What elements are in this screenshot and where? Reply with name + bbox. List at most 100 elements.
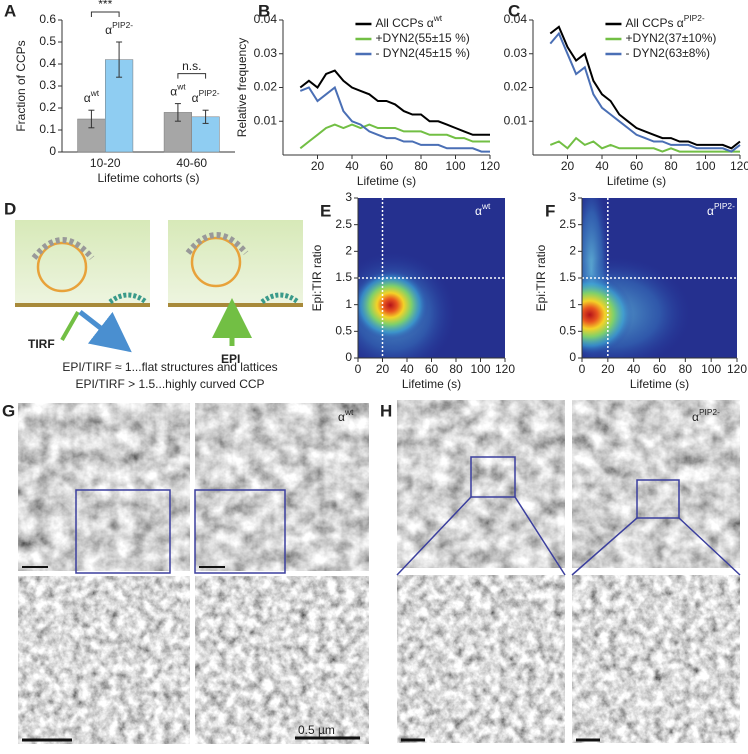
panel-letter: A bbox=[4, 1, 16, 20]
series-label-sup: PIP2- bbox=[112, 20, 133, 30]
y-tick-label: 1.5 bbox=[335, 270, 352, 284]
y-tick-label: 0.6 bbox=[39, 12, 56, 26]
heatmap-label: αPIP2- bbox=[707, 201, 735, 218]
series-label-text: α bbox=[170, 85, 177, 99]
legend-label-sup: wt bbox=[433, 13, 443, 23]
series-label-text: α bbox=[84, 91, 91, 105]
vesicle bbox=[36, 241, 88, 293]
heatmap-label: αwt bbox=[475, 201, 491, 218]
x-tick-label: 60 bbox=[425, 362, 439, 376]
y-tick-label: 0.3 bbox=[39, 78, 56, 92]
x-axis-label: Lifetime (s) bbox=[607, 174, 666, 188]
x-tick-label: 60 bbox=[630, 159, 644, 173]
density bbox=[358, 270, 429, 341]
error-bar bbox=[174, 103, 181, 122]
zoom-box bbox=[470, 456, 516, 498]
diagram-box bbox=[168, 220, 303, 305]
vesicle bbox=[190, 236, 242, 288]
x-tick-label: 0 bbox=[579, 362, 586, 376]
density bbox=[582, 274, 634, 355]
legend-label: - DYN2(45±15 %) bbox=[375, 46, 470, 60]
zoom-box bbox=[636, 479, 680, 519]
zoom-line bbox=[396, 496, 472, 576]
x-tick-label: 40 bbox=[400, 362, 414, 376]
line bbox=[549, 136, 740, 153]
series-label: αPIP2- bbox=[192, 88, 220, 105]
micrograph bbox=[195, 403, 369, 571]
diagram-note: EPI/TIRF ≈ 1...flat structures and latti… bbox=[62, 360, 277, 374]
y-tick-label: 0.02 bbox=[504, 80, 528, 94]
y-tick-label: 0.02 bbox=[254, 80, 278, 94]
y-tick-label: 0.04 bbox=[504, 12, 528, 26]
series-label-sup: wt bbox=[90, 88, 100, 98]
significance-label: n.s. bbox=[182, 59, 201, 73]
y-tick-label: 0.4 bbox=[39, 56, 56, 70]
y-tick-label: 0.1 bbox=[39, 122, 56, 136]
series-label-text: α bbox=[192, 91, 199, 105]
panel-letter: F bbox=[545, 201, 555, 220]
series-label: αwt bbox=[84, 88, 100, 105]
y-tick-label: 0 bbox=[345, 350, 352, 364]
legend-label-text: +DYN2(37±10%) bbox=[625, 31, 716, 45]
y-tick-label: 0.5 bbox=[335, 324, 352, 338]
legend-label-text: +DYN2(55±15 %) bbox=[375, 31, 469, 45]
y-tick-label: 1 bbox=[569, 297, 576, 311]
series-label-text: α bbox=[105, 23, 112, 37]
x-tick-label: 120 bbox=[727, 362, 747, 376]
y-tick-label: 1 bbox=[345, 297, 352, 311]
y-axis-label: Relative frequency bbox=[235, 38, 249, 137]
micrograph-label: αwt bbox=[338, 407, 354, 424]
x-tick-label: 20 bbox=[561, 159, 575, 173]
legend-label-text: All CCPs α bbox=[375, 16, 433, 30]
x-tick-label: 80 bbox=[664, 159, 678, 173]
x-tick-label: 120 bbox=[480, 159, 500, 173]
line bbox=[299, 85, 490, 153]
panel-letter: B bbox=[258, 1, 270, 20]
x-tick-label: 120 bbox=[495, 362, 515, 376]
significance-bracket bbox=[90, 11, 120, 17]
legend-label-sup: PIP2- bbox=[684, 13, 705, 23]
x-axis-label: Lifetime cohorts (s) bbox=[97, 171, 199, 185]
diagram-label: EPI bbox=[221, 352, 240, 366]
arrow bbox=[78, 310, 132, 353]
y-axis-label: Epi:TIR ratio bbox=[534, 244, 548, 311]
diagram-label: TIRF bbox=[28, 337, 55, 351]
coat bbox=[185, 232, 249, 255]
significance-bracket bbox=[177, 73, 207, 79]
micrograph-label: αPIP2- bbox=[692, 407, 720, 424]
x-tick-label: 10-20 bbox=[90, 156, 121, 170]
micrograph-zoom bbox=[194, 575, 370, 745]
heatmap-label-sup: PIP2- bbox=[714, 201, 735, 211]
x-axis-label: Lifetime (s) bbox=[402, 377, 461, 391]
micrograph-zoom bbox=[17, 575, 191, 745]
micrograph-label-sup: wt bbox=[344, 407, 354, 417]
x-tick-label: 100 bbox=[470, 362, 490, 376]
y-tick-label: 3 bbox=[569, 190, 576, 204]
y-tick-label: 0.03 bbox=[254, 46, 278, 60]
x-tick-label: 80 bbox=[449, 362, 463, 376]
y-tick-label: 0.5 bbox=[559, 324, 576, 338]
micrograph-zoom bbox=[396, 574, 566, 744]
micrograph bbox=[397, 400, 565, 568]
legend-label: +DYN2(55±15 %) bbox=[375, 31, 469, 45]
series-label: αwt bbox=[170, 82, 186, 99]
diagram bbox=[15, 220, 303, 353]
micrograph-zoom bbox=[571, 574, 741, 744]
y-tick-label: 0 bbox=[49, 144, 56, 158]
error-bar bbox=[202, 109, 209, 124]
micrograph-label-text: α bbox=[338, 410, 345, 424]
x-tick-label: 40 bbox=[595, 159, 609, 173]
x-tick-label: 20 bbox=[601, 362, 615, 376]
x-tick-label: 60 bbox=[653, 362, 667, 376]
y-tick-label: 0.03 bbox=[504, 46, 528, 60]
heatmap-label-text: α bbox=[475, 204, 482, 218]
diagram-note: EPI/TIRF > 1.5...highly curved CCP bbox=[75, 377, 264, 391]
series-label-sup: wt bbox=[176, 82, 186, 92]
x-tick-label: 100 bbox=[701, 362, 721, 376]
y-tick-label: 0.04 bbox=[254, 12, 278, 26]
y-tick-label: 0.2 bbox=[39, 100, 56, 114]
x-tick-label: 80 bbox=[414, 159, 428, 173]
zoom-box bbox=[194, 489, 286, 574]
legend-label-text: - DYN2(45±15 %) bbox=[375, 46, 470, 60]
